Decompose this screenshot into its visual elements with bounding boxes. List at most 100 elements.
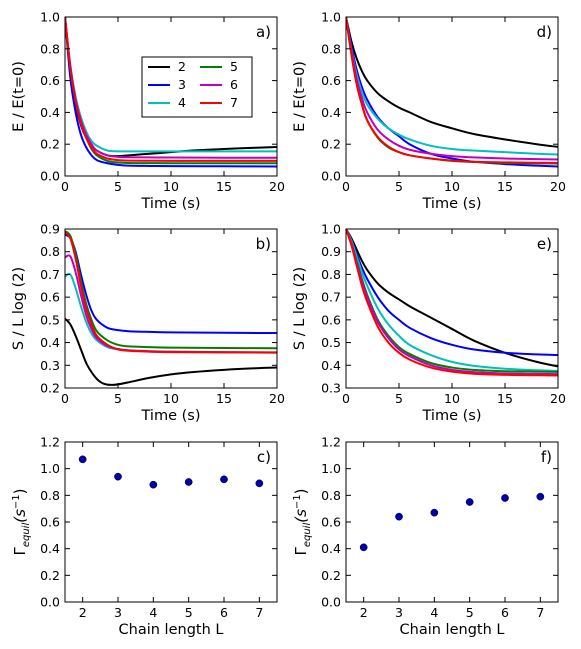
x-tick-label-c: 2: [79, 605, 87, 620]
data-point-f-5: [465, 498, 474, 506]
x-tick-label-a: 0: [61, 179, 69, 194]
series-line-a-3: [65, 17, 277, 168]
y-tick-label-e: 0.6: [321, 312, 341, 327]
series-line-b-7: [65, 231, 277, 354]
y-tick-label-c: 0.4: [40, 541, 60, 556]
x-tick-label-a: 15: [216, 179, 232, 194]
y-tick-label-a: 1.0: [40, 10, 60, 25]
x-axis-label-b: Time (s): [141, 408, 201, 424]
x-tick-label-d: 5: [395, 179, 403, 194]
data-point-f-3: [395, 512, 403, 521]
y-tick-label-c: 0.8: [40, 488, 60, 503]
data-point-c-2: [78, 455, 87, 464]
y-axis-label-part: equil: [302, 523, 313, 548]
legend-label-5: 5: [230, 59, 238, 74]
y-axis-label-c: Γequil(s−1): [11, 488, 32, 555]
y-axis-label-part: ): [11, 488, 29, 494]
x-axis-label-c: Chain length L: [119, 622, 224, 638]
axes-frame-d: [345, 16, 559, 177]
plot-area-b: [65, 230, 277, 386]
panel-label-d: d): [537, 23, 552, 41]
y-tick-label-c: 0.2: [40, 568, 60, 583]
series-line-e-4: [346, 229, 558, 372]
y-tick-label-a: 0.6: [40, 73, 60, 88]
y-tick-label-a: 0.2: [40, 137, 60, 152]
y-tick-label-f: 1.2: [321, 435, 341, 450]
axes-frame-b: [64, 228, 278, 389]
y-tick-label-d: 0.0: [321, 169, 341, 184]
legend-label-7: 7: [230, 95, 238, 110]
y-axis-label-part: Γ: [11, 547, 29, 556]
series-line-b-4: [65, 272, 277, 354]
data-point-c-6: [220, 475, 228, 484]
panel-e: 0 5 10 15 20 0.3 0.4 0.5 0.6 0.7 0.8 0.9 1.0 Time (s)…: [292, 222, 566, 425]
x-tick-label-b: 0: [61, 391, 69, 406]
y-tick-label-e: 0.5: [321, 335, 341, 350]
x-tick-label-b: 15: [216, 391, 232, 406]
y-tick-label-b: 0.8: [40, 244, 60, 259]
y-tick-label-a: 0.0: [40, 169, 60, 184]
y-tick-label-b: 0.4: [40, 335, 60, 350]
legend: 2 3 4 5 6 7: [141, 56, 253, 118]
y-tick-label-a: 0.4: [40, 105, 60, 120]
y-tick-label-d: 0.8: [321, 41, 341, 56]
y-tick-label-c: 1.0: [40, 461, 60, 476]
y-axis-label-f: Γequil(s−1): [292, 488, 313, 555]
series-line-d-7: [346, 17, 558, 164]
y-axis-label-part: −1: [11, 494, 22, 509]
x-tick-label-c: 7: [255, 605, 263, 620]
data-point-c-4: [149, 480, 158, 489]
x-tick-label-e: 5: [395, 391, 403, 406]
panel-d: 0 5 10 15 20 0.0 0.2 0.4 0.6 0.8 1.0 Time (s) E / E(…: [292, 10, 566, 213]
panel-f: 2 3 4 5 6 7 0.0 0.2 0.4 0.6 0.8 1.0 1.2 Chain length …: [292, 435, 559, 638]
y-axis-label-part: Γ: [292, 547, 310, 556]
x-tick-label-a: 10: [163, 179, 179, 194]
y-axis-label-e: S / L log (2): [292, 267, 308, 350]
panel-label-a: a): [256, 23, 271, 41]
y-tick-label-f: 0.6: [321, 515, 341, 530]
series-line-d-4: [346, 17, 558, 156]
y-axis-label-part: ): [292, 488, 310, 494]
panel-c: 2 3 4 5 6 7 0.0 0.2 0.4 0.6 0.8 1.0 1.2 Chain length …: [11, 435, 278, 638]
y-tick-label-f: 0.0: [321, 595, 341, 610]
panel-b: 0 5 10 15 20 0.2 0.3 0.4 0.5 0.6 0.7 0.8 0.9 Time (s)…: [11, 222, 285, 425]
y-tick-label-c: 0.0: [40, 595, 60, 610]
x-tick-label-e: 10: [444, 391, 460, 406]
y-tick-label-d: 1.0: [321, 10, 341, 25]
series-line-d-2: [346, 17, 558, 148]
y-tick-label-e: 0.7: [321, 290, 341, 305]
y-tick-label-b: 0.2: [40, 381, 60, 396]
legend-label-4: 4: [178, 95, 186, 110]
x-tick-label-a: 5: [114, 179, 122, 194]
y-tick-label-a: 0.8: [40, 41, 60, 56]
plot-area-c: [78, 455, 264, 489]
panel-label-e: e): [537, 235, 552, 253]
y-tick-label-b: 0.6: [40, 290, 60, 305]
axes-frame-f: [345, 441, 559, 603]
legend-label-6: 6: [230, 77, 238, 92]
axes-frame-c: [64, 441, 278, 603]
y-axis-label-part: (s: [11, 509, 29, 523]
series-line-b-2: [65, 318, 277, 386]
y-axis-label-part: −1: [292, 494, 303, 509]
legend-label-3: 3: [178, 77, 186, 92]
x-tick-label-d: 0: [342, 179, 350, 194]
y-tick-label-e: 0.4: [321, 358, 341, 373]
x-axis-label-e: Time (s): [422, 408, 482, 424]
x-tick-label-c: 4: [149, 605, 157, 620]
series-line-e-6: [346, 229, 558, 376]
x-tick-label-b: 20: [269, 391, 285, 406]
x-axis-label-f: Chain length L: [400, 622, 505, 638]
x-tick-label-e: 20: [550, 391, 566, 406]
y-axis-label-part: equil: [21, 523, 32, 548]
data-point-f-4: [430, 508, 439, 517]
y-axis-label-b: S / L log (2): [11, 267, 27, 350]
x-tick-label-f: 7: [536, 605, 544, 620]
x-tick-label-f: 4: [430, 605, 438, 620]
series-line-e-5: [346, 229, 558, 373]
y-tick-label-d: 0.4: [321, 105, 341, 120]
plot-area-d: [346, 17, 558, 168]
series-line-a-7: [65, 17, 277, 162]
data-point-f-6: [501, 494, 509, 502]
data-point-f-2: [359, 543, 368, 552]
